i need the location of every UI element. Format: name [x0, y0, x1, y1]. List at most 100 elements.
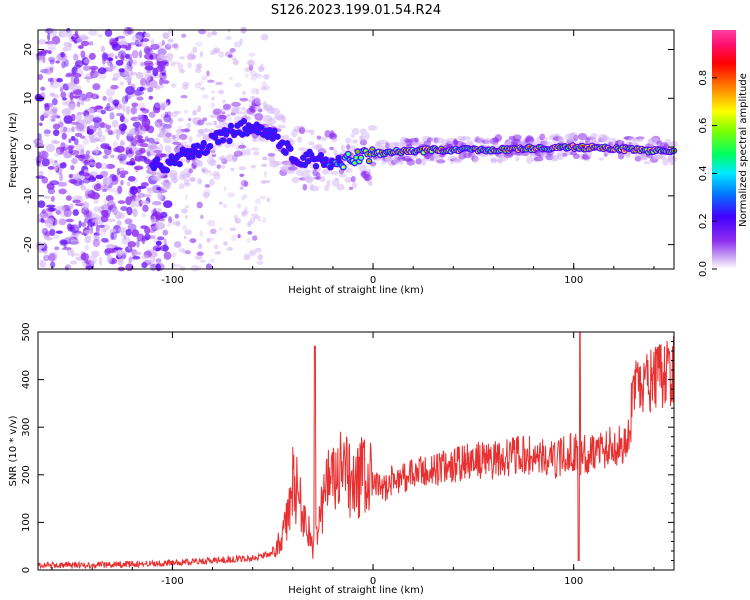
- heat-halo: [667, 155, 677, 163]
- heat-speckle: [85, 150, 91, 155]
- heat-speckle: [41, 209, 46, 214]
- heat-speckle: [104, 248, 115, 254]
- heat-speckle: [248, 250, 256, 257]
- heat-speckle: [84, 190, 90, 199]
- heat-halo: [321, 136, 327, 142]
- heat-speckle: [35, 156, 42, 164]
- heat-speckle: [112, 141, 118, 148]
- heat-speckle: [117, 185, 123, 194]
- heat-speckle: [43, 110, 51, 117]
- ridge-blob: [359, 156, 363, 159]
- heat-speckle: [155, 263, 162, 272]
- heat-speckle: [98, 256, 103, 266]
- colorbar: 0.0 0.2 0.4 0.6 0.8 Normalized spectral ampl…: [698, 30, 749, 277]
- heat-halo: [206, 137, 213, 142]
- heat-speckle: [129, 147, 133, 154]
- heat-speckle: [80, 222, 87, 228]
- heat-speckle: [174, 263, 182, 268]
- heat-speckle: [184, 229, 192, 236]
- heat-speckle: [141, 38, 150, 42]
- heat-speckle: [91, 250, 100, 258]
- heat-halo: [179, 133, 188, 141]
- heat-speckle: [137, 126, 147, 135]
- heat-speckle: [95, 105, 104, 110]
- heat-halo: [413, 137, 419, 143]
- heat-speckle: [48, 207, 57, 212]
- heat-speckle: [188, 117, 192, 122]
- heat-speckle: [184, 215, 189, 219]
- heat-speckle: [65, 195, 72, 201]
- heat-speckle: [131, 229, 140, 238]
- colorbar-tick-label: 0.0: [698, 261, 709, 277]
- heat-halo: [277, 124, 287, 129]
- heat-speckle: [219, 227, 224, 231]
- heat-speckle: [161, 123, 167, 128]
- heat-halo: [272, 161, 283, 166]
- heat-speckle: [43, 195, 51, 199]
- heat-halo: [643, 161, 651, 165]
- heat-speckle: [184, 205, 190, 209]
- heat-speckle: [117, 212, 126, 219]
- heat-speckle: [48, 56, 56, 63]
- heat-speckle: [180, 94, 188, 99]
- heat-speckle: [54, 246, 60, 251]
- ridge-blob: [190, 154, 195, 159]
- heat-speckle: [257, 218, 262, 222]
- spectrogram-heat: [33, 26, 678, 272]
- heat-halo: [154, 146, 160, 151]
- heat-halo: [410, 141, 419, 146]
- heat-speckle: [157, 191, 164, 201]
- heat-speckle: [76, 97, 85, 105]
- heat-speckle: [49, 28, 57, 37]
- ridge-blob: [302, 162, 308, 167]
- heat-halo: [247, 99, 253, 103]
- heat-speckle: [167, 222, 171, 227]
- heat-speckle: [109, 176, 119, 186]
- heat-halo: [188, 136, 193, 144]
- heat-speckle: [72, 72, 82, 78]
- heat-speckle: [131, 50, 139, 59]
- heat-speckle: [181, 247, 186, 254]
- ridge-blob: [215, 140, 221, 145]
- heat-halo: [350, 133, 355, 138]
- heat-speckle: [253, 215, 261, 220]
- heat-speckle: [44, 217, 55, 224]
- heat-speckle: [159, 126, 166, 134]
- heat-speckle: [61, 57, 67, 62]
- heat-speckle: [152, 105, 161, 114]
- heat-speckle: [80, 40, 90, 47]
- heat-speckle: [125, 76, 132, 83]
- heat-speckle: [49, 106, 58, 114]
- ridge-blob: [220, 138, 226, 143]
- ridge-blob: [256, 130, 261, 135]
- heat-speckle: [144, 65, 154, 71]
- heat-speckle: [103, 198, 107, 206]
- heat-speckle: [72, 209, 79, 217]
- heat-halo: [245, 148, 251, 156]
- heat-speckle: [139, 107, 146, 112]
- snr-frame: [37, 331, 675, 571]
- heat-speckle: [140, 182, 149, 187]
- heat-speckle: [147, 234, 156, 240]
- heat-speckle: [161, 40, 165, 46]
- heat-speckle: [43, 129, 52, 134]
- colorbar-ticks: 0.0 0.2 0.4 0.6 0.8: [698, 70, 717, 277]
- heat-speckle: [69, 179, 78, 185]
- heat-speckle: [266, 197, 271, 203]
- heat-speckle: [83, 159, 90, 166]
- heat-speckle: [253, 151, 260, 156]
- heat-speckle: [84, 234, 92, 244]
- heat-speckle: [57, 119, 64, 127]
- heat-speckle: [197, 105, 202, 113]
- heat-speckle: [250, 74, 257, 81]
- heat-speckle: [139, 147, 146, 154]
- heat-speckle: [165, 128, 172, 133]
- heat-speckle: [163, 251, 172, 260]
- ridge-blob: [341, 165, 345, 169]
- heat-speckle: [39, 122, 43, 127]
- heat-halo: [302, 183, 308, 191]
- heat-speckle: [68, 102, 76, 111]
- heat-speckle: [168, 117, 174, 125]
- heat-speckle: [254, 247, 262, 253]
